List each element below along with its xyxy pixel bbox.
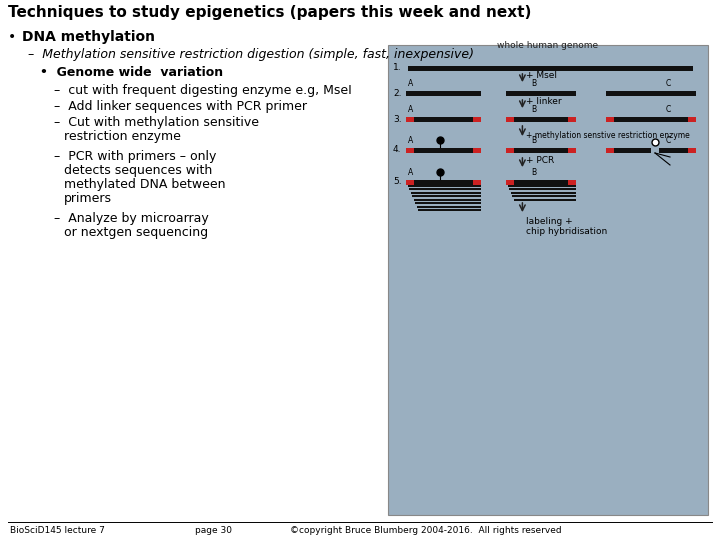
Bar: [506, 117, 514, 122]
Text: page 30: page 30: [195, 526, 232, 535]
Text: –  PCR with primers – only: – PCR with primers – only: [54, 150, 217, 163]
Bar: [606, 91, 696, 96]
Bar: [514, 117, 568, 122]
Text: B: B: [531, 136, 536, 145]
Bar: [568, 179, 576, 185]
Text: A: A: [408, 79, 413, 88]
Bar: [409, 188, 481, 190]
Text: B: B: [531, 168, 536, 177]
Bar: [406, 179, 414, 185]
Text: labeling +: labeling +: [526, 217, 573, 226]
Bar: [614, 147, 651, 152]
Text: –  Methylation sensitive restriction digestion (simple, fast, inexpensive): – Methylation sensitive restriction dige…: [28, 48, 474, 61]
Text: C: C: [666, 79, 671, 88]
Bar: [568, 117, 576, 122]
Text: –  Cut with methylation sensitive: – Cut with methylation sensitive: [54, 116, 259, 129]
Text: 5.: 5.: [393, 178, 402, 186]
Bar: [688, 147, 696, 152]
Bar: [406, 117, 414, 122]
Text: chip hybridisation: chip hybridisation: [526, 227, 608, 236]
Bar: [568, 147, 576, 152]
Bar: [408, 185, 481, 186]
Text: + PCR: + PCR: [526, 156, 554, 165]
Text: restriction enzyme: restriction enzyme: [64, 130, 181, 143]
Bar: [416, 206, 481, 207]
Text: •: •: [8, 30, 17, 44]
Text: 2.: 2.: [393, 89, 402, 98]
Text: A: A: [408, 168, 413, 177]
Bar: [410, 192, 481, 193]
Bar: [406, 91, 481, 96]
Text: methylated DNA between: methylated DNA between: [64, 178, 225, 191]
Bar: [473, 179, 481, 185]
Text: •  Genome wide  variation: • Genome wide variation: [40, 66, 223, 79]
Text: C: C: [666, 105, 671, 114]
Text: primers: primers: [64, 192, 112, 205]
Bar: [414, 179, 473, 185]
Text: B: B: [531, 105, 536, 114]
Text: –  Analyze by microarray: – Analyze by microarray: [54, 212, 209, 225]
Bar: [412, 195, 481, 197]
Bar: [508, 185, 576, 186]
Text: –  cut with frequent digesting enzyme e.g, MseI: – cut with frequent digesting enzyme e.g…: [54, 84, 352, 97]
Text: ©copyright Bruce Blumberg 2004-2016.  All rights reserved: ©copyright Bruce Blumberg 2004-2016. All…: [290, 526, 562, 535]
Bar: [418, 209, 481, 211]
Bar: [414, 117, 473, 122]
Bar: [473, 117, 481, 122]
Text: 1.: 1.: [393, 64, 402, 72]
Bar: [513, 199, 576, 200]
Bar: [606, 147, 614, 152]
Text: A: A: [408, 105, 413, 114]
Bar: [606, 117, 614, 122]
Bar: [659, 147, 688, 152]
Text: 3.: 3.: [393, 114, 402, 124]
Text: Techniques to study epigenetics (papers this week and next): Techniques to study epigenetics (papers …: [8, 5, 531, 20]
Text: whole human genome: whole human genome: [498, 41, 598, 50]
Bar: [688, 117, 696, 122]
Text: BioSciD145 lecture 7: BioSciD145 lecture 7: [10, 526, 105, 535]
Text: + linker: + linker: [526, 98, 562, 106]
Bar: [406, 147, 414, 152]
Bar: [509, 188, 576, 190]
Bar: [514, 147, 568, 152]
Bar: [408, 65, 693, 71]
Bar: [510, 192, 576, 193]
Bar: [506, 147, 514, 152]
Bar: [413, 199, 481, 200]
Text: A: A: [408, 136, 413, 145]
Bar: [506, 91, 576, 96]
Bar: [473, 147, 481, 152]
Bar: [512, 195, 576, 197]
Text: 4.: 4.: [393, 145, 402, 154]
Bar: [614, 117, 688, 122]
Text: C: C: [666, 136, 671, 145]
Text: DNA methylation: DNA methylation: [22, 30, 155, 44]
Text: + MseI: + MseI: [526, 71, 557, 80]
Bar: [415, 202, 481, 204]
Text: detects sequences with: detects sequences with: [64, 164, 212, 177]
Bar: [388, 45, 708, 515]
Bar: [514, 179, 568, 185]
Text: or nextgen sequencing: or nextgen sequencing: [64, 226, 208, 239]
Text: + methylation senstive restriction enzyme: + methylation senstive restriction enzym…: [526, 131, 690, 139]
Bar: [506, 179, 514, 185]
Bar: [414, 147, 473, 152]
Text: B: B: [531, 79, 536, 88]
Text: –  Add linker sequences with PCR primer: – Add linker sequences with PCR primer: [54, 100, 307, 113]
